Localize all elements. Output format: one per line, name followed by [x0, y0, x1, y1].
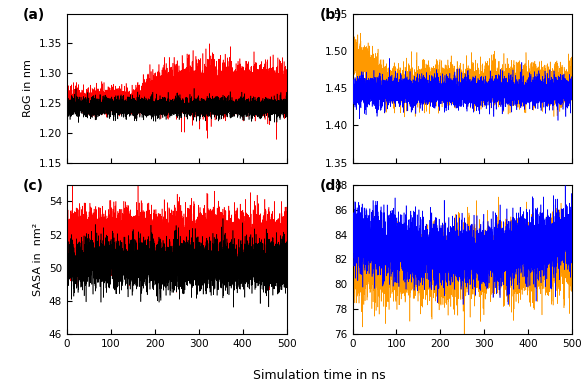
Text: (a): (a): [23, 8, 45, 22]
Y-axis label: RoG in nm: RoG in nm: [23, 59, 33, 117]
Text: (c): (c): [23, 179, 44, 193]
Text: (d): (d): [320, 179, 342, 193]
Text: Simulation time in ns: Simulation time in ns: [253, 369, 386, 382]
Y-axis label: SASA in  nm²: SASA in nm²: [33, 223, 43, 296]
Text: (b): (b): [320, 8, 342, 22]
